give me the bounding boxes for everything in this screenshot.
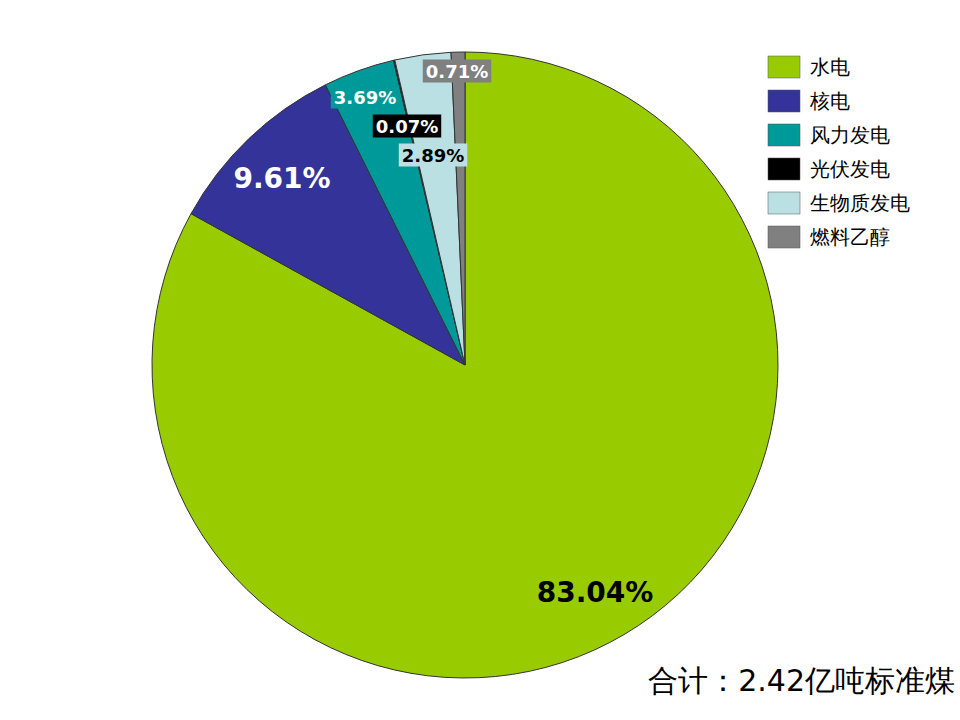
legend-label: 风力发电: [810, 123, 890, 147]
data-label-box: [373, 115, 441, 138]
legend-swatch: [768, 124, 800, 146]
data-label-box: [331, 86, 399, 109]
legend-label: 光伏发电: [810, 157, 890, 181]
pie-slice: [451, 52, 465, 365]
data-labels: 83.04% 9.61% 3.69% 0.07% 2.89% 0.71%: [233, 60, 653, 609]
pie-slice: [395, 52, 465, 365]
legend-swatch: [768, 226, 800, 248]
legend: 水电核电风力发电光伏发电生物质发电燃料乙醇: [768, 55, 910, 249]
legend-swatch: [768, 192, 800, 214]
data-label: 0.71%: [426, 61, 488, 82]
pie-slice: [152, 52, 778, 678]
chart: 83.04% 9.61% 3.69% 0.07% 2.89% 0.71% 水电核电风力发电光…: [0, 0, 960, 720]
legend-label: 生物质发电: [810, 191, 910, 215]
legend-swatch: [768, 158, 800, 180]
legend-label: 燃料乙醇: [810, 225, 890, 249]
legend-swatch: [768, 56, 800, 78]
pie: [152, 52, 778, 678]
data-label: 0.07%: [376, 116, 438, 137]
data-label-box: [423, 60, 491, 83]
data-label: 3.69%: [334, 87, 396, 108]
legend-label: 水电: [810, 55, 850, 79]
data-label: 9.61%: [233, 162, 330, 195]
legend-label: 核电: [809, 89, 850, 113]
annotation: 合计：2.42亿吨标准煤: [648, 663, 955, 698]
legend-swatch: [768, 90, 800, 112]
data-label: 2.89%: [402, 145, 464, 166]
data-label: 83.04%: [537, 576, 654, 609]
data-label-box: [399, 144, 467, 167]
